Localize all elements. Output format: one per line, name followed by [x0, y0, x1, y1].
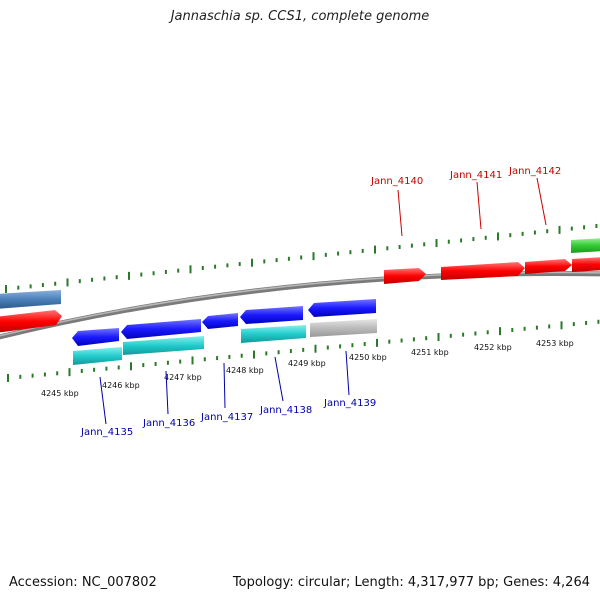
gene-label-jann-4135: Jann_4135	[80, 427, 133, 438]
kbp-label-4250: 4250 kbp	[349, 353, 387, 362]
kbp-label-4246: 4246 kbp	[102, 381, 140, 390]
rna-gene-b	[123, 336, 204, 355]
upper-tick-track	[5, 223, 598, 293]
gene-jann-4142	[525, 259, 572, 274]
kbp-label-4248: 4248 kbp	[226, 366, 264, 375]
gene-red-right	[572, 257, 600, 272]
accession-text: Accession: NC_007802	[9, 575, 157, 590]
lower-tick-track	[7, 319, 600, 382]
other-gene-grey	[310, 319, 377, 337]
gene-jann-4138	[240, 306, 303, 324]
gene-jann-4137	[202, 313, 238, 329]
genome-title: Jannaschia sp. CCS1, complete genome	[170, 9, 430, 24]
kbp-label-4252: 4252 kbp	[474, 343, 512, 352]
gene-jann-4141	[441, 262, 525, 280]
gene-label-jann-4136: Jann_4136	[142, 418, 195, 429]
kbp-label-4251: 4251 kbp	[411, 348, 449, 357]
gene-steel-left	[0, 290, 61, 309]
gene-label-jann-4137: Jann_4137	[200, 412, 253, 423]
kbp-label-4247: 4247 kbp	[164, 373, 202, 382]
gene-label-jann-4140: Jann_4140	[370, 176, 423, 187]
rna-gene-c	[241, 325, 306, 343]
gene-label-jann-4142: Jann_4142	[508, 166, 561, 177]
gene-label-jann-4139: Jann_4139	[323, 398, 376, 409]
gene-label-jann-4138: Jann_4138	[259, 405, 312, 416]
kbp-label-4249: 4249 kbp	[288, 359, 326, 368]
gene-jann-4139	[308, 299, 376, 317]
gene-jann-4136	[121, 319, 201, 339]
kbp-label-4245: 4245 kbp	[41, 389, 79, 398]
kbp-label-4253: 4253 kbp	[536, 339, 574, 348]
topology-summary: Topology: circular; Length: 4,317,977 bp…	[232, 575, 590, 590]
gene-jann-4135	[72, 328, 119, 346]
gene-green-right	[571, 238, 600, 253]
rna-gene-a	[73, 347, 122, 365]
gene-label-jann-4141: Jann_4141	[449, 170, 502, 181]
gene-red-left	[0, 310, 62, 333]
gene-jann-4140	[384, 268, 426, 284]
